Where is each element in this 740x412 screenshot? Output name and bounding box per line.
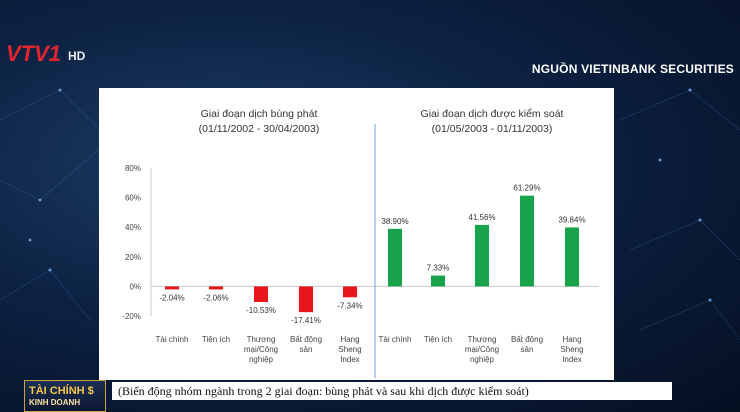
source-label: NGUỒN VIETINBANK SECURITIES	[531, 62, 734, 76]
y-tick-label: -20%	[122, 312, 141, 321]
bar-outbreak	[299, 286, 313, 313]
category-label: Hang	[562, 335, 581, 344]
y-tick-label: 40%	[125, 223, 141, 232]
category-label: Hang	[340, 335, 359, 344]
data-label: -17.41%	[291, 316, 321, 325]
category-label: nghiệp	[249, 355, 274, 364]
data-label: -2.06%	[203, 293, 228, 302]
bar-outbreak	[209, 286, 223, 290]
category-label: Tài chính	[379, 335, 412, 344]
show-logo-title: TÀI CHÍNH $	[29, 385, 94, 397]
left-chart-subtitle: (01/11/2002 - 30/04/2003)	[199, 123, 320, 135]
data-label: -7.34%	[337, 301, 362, 310]
category-label: Sheng	[338, 345, 361, 354]
y-tick-label: 0%	[129, 282, 141, 291]
bar-outbreak	[165, 286, 179, 290]
logo-suffix: HD	[68, 49, 86, 63]
category-label: nghiệp	[470, 355, 495, 364]
category-label: Tài chính	[156, 335, 189, 344]
category-label: Tiện ích	[202, 335, 230, 344]
data-label: -10.53%	[246, 306, 276, 315]
category-label: Thương	[468, 335, 497, 344]
y-tick-label: 80%	[125, 164, 141, 173]
category-label: Index	[562, 355, 582, 364]
data-label: 41.56%	[468, 213, 495, 222]
vtv1-hd-logo: VTV1 HD	[6, 40, 92, 66]
category-label: Tiện ích	[424, 335, 452, 344]
category-label: Sheng	[560, 345, 583, 354]
bar-controlled	[431, 275, 445, 287]
data-label: -2.04%	[159, 293, 184, 302]
caption: (Biến động nhóm ngành trong 2 giai đoạn:…	[112, 382, 672, 400]
bar-outbreak	[343, 286, 357, 298]
logo-text: VTV1	[6, 41, 61, 66]
category-label: Bất động	[511, 335, 543, 344]
category-label: mại/Công	[244, 345, 278, 354]
right-chart-subtitle: (01/05/2003 - 01/11/2003)	[432, 123, 553, 135]
category-label: Bất động	[290, 335, 322, 344]
category-label: Thương	[247, 335, 276, 344]
y-tick-label: 20%	[125, 253, 141, 262]
right-chart-title: Giai đoạn dịch được kiểm soát	[421, 108, 564, 120]
category-label: sản	[521, 345, 534, 354]
show-logo: TÀI CHÍNH $ KINH DOANH	[24, 380, 106, 412]
show-logo-subtitle: KINH DOANH	[29, 398, 81, 407]
bar-controlled	[565, 227, 579, 287]
data-label: 39.84%	[558, 215, 585, 224]
bar-outbreak	[254, 286, 268, 302]
left-chart-title: Giai đoạn dịch bùng phát	[201, 108, 318, 120]
chart-svg: Giai đoạn dịch bùng phát (01/11/2002 - 3…	[122, 108, 599, 378]
bar-controlled	[475, 224, 489, 287]
chart-panel: Giai đoạn dịch bùng phát (01/11/2002 - 3…	[99, 88, 614, 380]
data-label: 7.33%	[427, 264, 450, 273]
data-label: 38.90%	[381, 217, 408, 226]
category-label: Index	[340, 355, 360, 364]
category-label: mại/Công	[465, 345, 499, 354]
category-label: sản	[300, 345, 313, 354]
y-tick-label: 60%	[125, 194, 141, 203]
bar-controlled	[520, 195, 534, 287]
bar-controlled	[388, 228, 402, 287]
data-label: 61.29%	[513, 184, 540, 193]
